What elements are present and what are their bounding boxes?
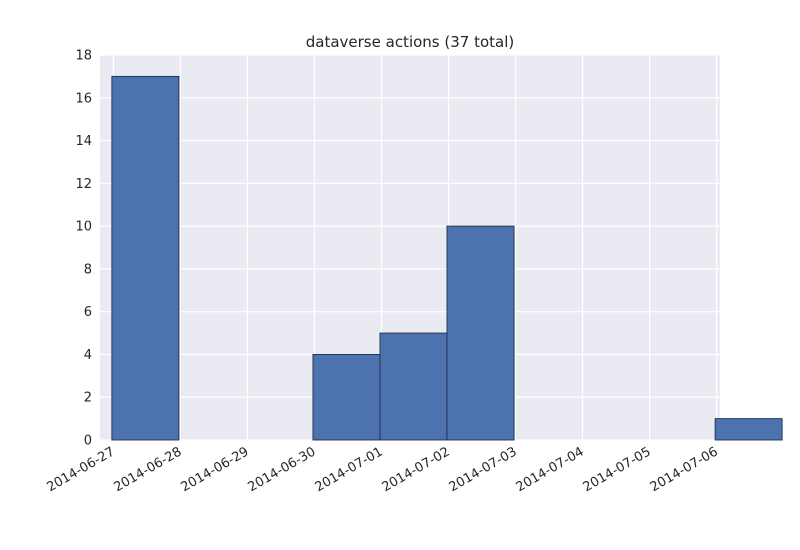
x-tick-label: 2014-07-01 bbox=[313, 444, 386, 495]
y-tick-label: 12 bbox=[75, 177, 92, 192]
bars bbox=[111, 75, 783, 441]
x-tick-label: 2014-06-28 bbox=[111, 444, 184, 495]
chart-title: dataverse actions (37 total) bbox=[306, 33, 514, 51]
x-tick-label: 2014-07-02 bbox=[380, 444, 453, 495]
x-axis-ticks: 2014-06-272014-06-282014-06-292014-06-30… bbox=[44, 444, 720, 495]
x-tick-label: 2014-06-29 bbox=[179, 444, 252, 495]
histogram-bar bbox=[446, 225, 515, 441]
histogram-bar bbox=[714, 418, 783, 441]
y-tick-label: 4 bbox=[84, 348, 92, 363]
y-tick-label: 14 bbox=[75, 134, 92, 149]
x-tick-label: 2014-07-05 bbox=[581, 444, 654, 495]
histogram-bar bbox=[379, 332, 448, 441]
histogram-bar bbox=[111, 75, 180, 441]
y-tick-label: 0 bbox=[84, 434, 92, 449]
y-tick-label: 18 bbox=[75, 49, 92, 64]
x-tick-label: 2014-07-06 bbox=[648, 444, 721, 495]
y-tick-label: 10 bbox=[75, 220, 92, 235]
x-tick-label: 2014-07-04 bbox=[514, 444, 587, 495]
x-tick-label: 2014-06-27 bbox=[44, 444, 117, 495]
y-axis-ticks: 0 2 4 6 8 10 12 14 16 18 bbox=[75, 49, 92, 449]
y-tick-label: 2 bbox=[84, 391, 92, 406]
y-tick-label: 6 bbox=[84, 305, 92, 320]
y-tick-label: 8 bbox=[84, 262, 92, 277]
y-tick-label: 16 bbox=[75, 91, 92, 106]
histogram-bar bbox=[312, 353, 381, 441]
x-tick-label: 2014-06-30 bbox=[246, 444, 319, 495]
x-tick-label: 2014-07-03 bbox=[447, 444, 520, 495]
